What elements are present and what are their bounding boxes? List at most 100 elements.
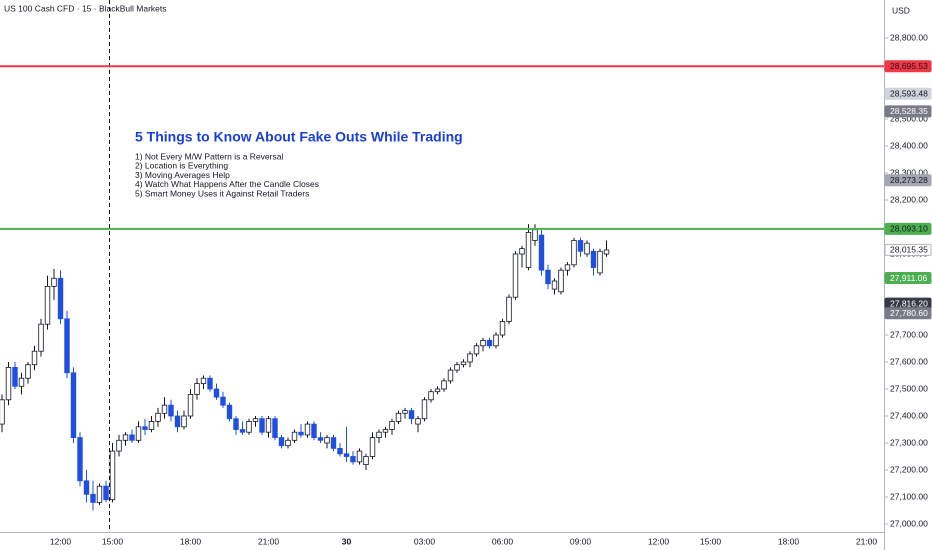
candle-body xyxy=(551,280,558,290)
candle-body xyxy=(148,420,155,430)
candle-body xyxy=(291,431,298,441)
candle-body xyxy=(285,439,291,447)
candle-body xyxy=(142,426,148,430)
candle-body xyxy=(382,429,389,433)
candle-body xyxy=(135,426,142,441)
candle-body xyxy=(168,404,174,417)
candle-body xyxy=(109,450,116,501)
price-label-box xyxy=(884,105,932,118)
symbol-title: US 100 Cash CFD · 15 · BlackBull Markets xyxy=(4,3,167,13)
candle-body xyxy=(408,410,415,420)
price-label: 28,528.35 xyxy=(890,106,928,116)
candle-body xyxy=(460,361,467,366)
x-tick-label: 15:00 xyxy=(700,536,722,546)
annotation-item: 2) Location is Everything xyxy=(135,161,228,171)
y-tick-label: 27,700.00 xyxy=(890,329,928,339)
price-label: 27,780.60 xyxy=(890,308,928,318)
candle-body xyxy=(441,380,447,390)
candle-body xyxy=(311,423,317,439)
candle-body xyxy=(486,339,493,347)
price-label: 27,816.20 xyxy=(890,298,928,308)
candle-body xyxy=(447,369,454,382)
candle-body xyxy=(239,429,246,433)
candle-body xyxy=(363,456,369,466)
candle-body xyxy=(571,240,577,266)
price-label-box xyxy=(884,60,932,73)
annotation-item: 4) Watch What Happens After the Candle C… xyxy=(135,179,319,189)
candle-body xyxy=(51,277,57,287)
price-label-box xyxy=(884,87,932,100)
candle-body xyxy=(0,399,5,425)
x-tick-label: 15:00 xyxy=(102,536,124,546)
y-tick-label: 27,200.00 xyxy=(890,464,928,474)
candle-body xyxy=(83,480,90,495)
y-tick-label: 27,000.00 xyxy=(890,518,928,528)
price-label: 28,093.10 xyxy=(890,224,928,234)
candle-body xyxy=(597,250,603,274)
candle-body xyxy=(603,249,610,255)
x-tick-label: 06:00 xyxy=(492,536,514,546)
candle-body xyxy=(129,434,135,441)
y-tick-label: 27,400.00 xyxy=(890,410,928,420)
candle-body xyxy=(116,439,122,452)
candle-body xyxy=(356,450,363,463)
candle-body xyxy=(317,437,324,441)
price-label: 28,015.35 xyxy=(890,245,928,255)
candle-body xyxy=(259,418,265,433)
candle-body xyxy=(350,456,356,463)
marks xyxy=(0,224,610,511)
candle-body xyxy=(324,437,330,444)
candle-body xyxy=(90,493,96,503)
candle-body xyxy=(174,415,181,428)
x-tick-label: 30 xyxy=(342,536,352,546)
currency: USD xyxy=(892,5,910,15)
y-tick-label: 28,400.00 xyxy=(890,140,928,150)
y-tick-label: 27,300.00 xyxy=(890,437,928,447)
candle-body xyxy=(57,277,64,320)
candle-body xyxy=(343,453,350,457)
candle-body xyxy=(70,372,77,438)
candle-body xyxy=(395,412,402,422)
x-tick-label: 21:00 xyxy=(258,536,280,546)
y-tick-label: 28,800.00 xyxy=(890,32,928,42)
candle-body xyxy=(5,366,12,401)
candle-body xyxy=(298,431,304,436)
candle-body xyxy=(44,285,51,325)
candle-body xyxy=(31,350,38,366)
candle-body xyxy=(155,412,161,422)
candle-body xyxy=(506,296,512,322)
candle-body xyxy=(499,321,506,336)
candle-body xyxy=(252,418,259,422)
candle-body xyxy=(213,388,220,398)
candle-body xyxy=(512,253,519,298)
candle-body xyxy=(25,364,31,379)
price-label: 28,273.28 xyxy=(890,175,928,185)
annotation-item: 5) Smart Money Uses it Against Retail Tr… xyxy=(135,188,309,198)
candle-body xyxy=(467,353,473,363)
candle-body xyxy=(480,339,486,347)
price-label-box xyxy=(884,272,932,285)
candle-body xyxy=(64,318,70,374)
x-tick-label: 03:00 xyxy=(414,536,436,546)
x-tick-label: 12:00 xyxy=(648,536,670,546)
candle-body xyxy=(304,423,311,436)
candle-body xyxy=(77,437,83,482)
candle-body xyxy=(434,388,441,393)
price-label-box xyxy=(884,243,932,256)
candle-body xyxy=(330,437,337,449)
annotation-title: 5 Things to Know About Fake Outs While T… xyxy=(135,129,463,145)
price-label: 28,695.53 xyxy=(890,61,928,71)
price-label-box xyxy=(884,174,932,187)
price-label-box xyxy=(884,222,932,235)
candle-body xyxy=(532,229,538,241)
candle-body xyxy=(246,420,252,433)
x-tick-label: 12:00 xyxy=(50,536,72,546)
candle-body xyxy=(584,242,590,255)
candle-body xyxy=(278,437,285,447)
candle-body xyxy=(337,447,343,455)
price-label-box xyxy=(884,307,932,320)
candle-body xyxy=(564,264,571,271)
candle-body xyxy=(376,431,382,439)
